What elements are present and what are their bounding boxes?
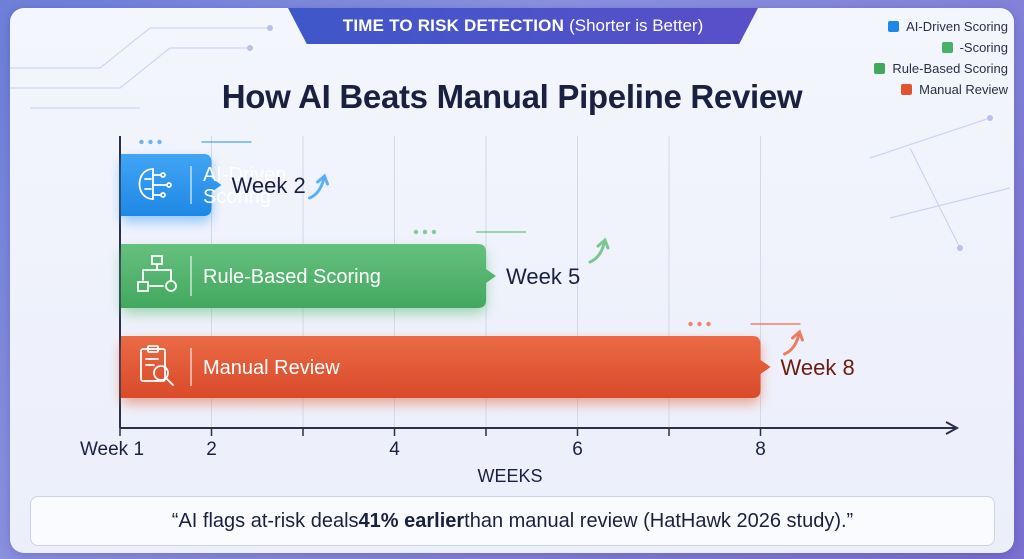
- bar-value-label: Week 2: [232, 173, 306, 198]
- trend-arrowhead: [316, 173, 329, 186]
- decorative-dot: [148, 139, 153, 145]
- bar-category-label: Manual Review: [203, 357, 340, 379]
- header-normal-text: (Shorter is Better): [569, 16, 704, 35]
- header-bold-text: TIME TO RISK DETECTION: [342, 16, 565, 35]
- bar-value-label: Week 5: [506, 264, 580, 289]
- bar-category-label: AI-Driven: [203, 164, 286, 186]
- chart-title: How AI Beats Manual Pipeline Review: [221, 78, 803, 115]
- brain-icon: [138, 168, 172, 200]
- legend-label: AI-Driven Scoring: [906, 19, 1008, 34]
- x-tick-label: 6: [572, 439, 583, 460]
- trend-arrowhead: [596, 237, 610, 250]
- flowchart-icon: [137, 255, 177, 292]
- decorative-dot: [688, 321, 693, 327]
- decorative-dot: [157, 139, 162, 145]
- legend-swatch: [941, 42, 953, 53]
- legend-swatch: [901, 84, 913, 95]
- chart-legend: AI-Driven Scoring -Scoring Rule-Based Sc…: [778, 16, 1008, 100]
- bar-category-label: Rule-Based Scoring: [203, 266, 381, 288]
- clipboard-search-icon: [140, 345, 174, 386]
- legend-item: -Scoring: [778, 37, 1008, 58]
- x-tick-label: 8: [755, 439, 766, 460]
- trend-arrowhead: [791, 329, 804, 342]
- bar-value-label: Week 8: [781, 355, 855, 380]
- legend-swatch: [888, 21, 900, 32]
- legend-label: Rule-Based Scoring: [892, 61, 1008, 76]
- quote-suffix: than manual review (HatHawk 2026 study).…: [464, 509, 854, 532]
- bar: [121, 244, 496, 308]
- decorative-dot: [139, 139, 144, 145]
- legend-item: Manual Review: [778, 79, 1008, 100]
- x-tick-label: 4: [389, 439, 400, 460]
- decorative-dot: [706, 321, 711, 327]
- bar-category-label: Scoring: [203, 186, 271, 208]
- trend-arrow-icon: [783, 334, 800, 356]
- legend-item: Rule-Based Scoring: [778, 58, 1008, 79]
- bar: [121, 336, 771, 398]
- quote-highlight: 41% earlier: [358, 509, 465, 532]
- quote-callout: “AI flags at-risk deals 41% earlier than…: [30, 496, 995, 546]
- trend-arrow-icon: [308, 178, 325, 200]
- legend-label: -Scoring: [959, 40, 1008, 55]
- x-axis-arrowhead: [945, 421, 960, 435]
- x-tick-label: 2: [206, 439, 217, 460]
- quote-prefix: “AI flags at-risk deals: [171, 509, 359, 532]
- decorative-dot: [697, 321, 702, 327]
- legend-label: Manual Review: [919, 82, 1008, 97]
- x-axis-label: WEEKS: [477, 466, 542, 486]
- x-tick-label: Week 1: [80, 439, 144, 460]
- decorative-dot: [413, 229, 419, 235]
- legend-swatch: [874, 63, 886, 74]
- trend-arrow-icon: [588, 242, 606, 264]
- infographic-frame: TIME TO RISK DETECTION (Shorter is Bette…: [10, 8, 1014, 553]
- legend-item: AI-Driven Scoring: [778, 16, 1008, 37]
- chart-header-banner: TIME TO RISK DETECTION (Shorter is Bette…: [288, 8, 758, 44]
- decorative-dot: [431, 229, 437, 235]
- decorative-dot: [422, 229, 428, 235]
